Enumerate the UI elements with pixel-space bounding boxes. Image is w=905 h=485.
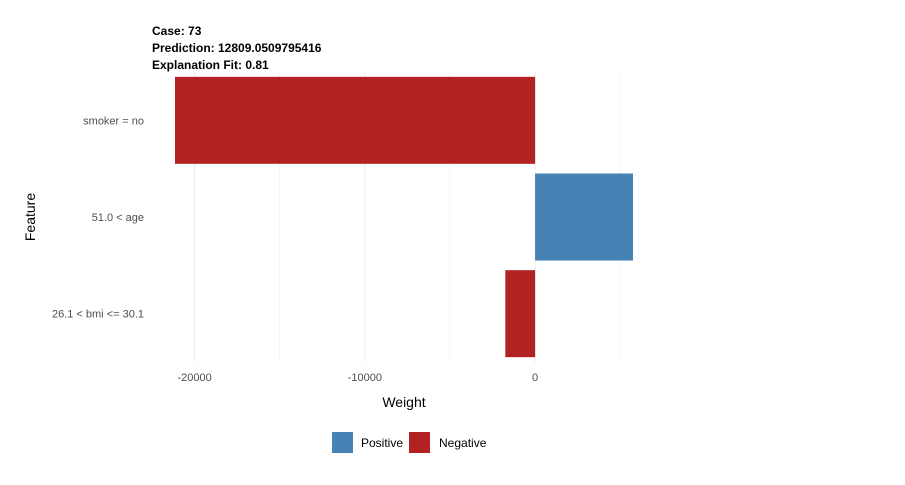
y-tick-label: 26.1 < bmi <= 30.1 [52,309,144,321]
x-axis-title: Weight [382,394,425,410]
legend: Positive Negative [332,432,487,453]
y-tick-label: smoker = no [83,115,144,127]
y-tick-label: 51.0 < age [92,212,144,224]
legend-label-negative: Negative [439,436,487,450]
legend-key-positive [332,432,353,453]
x-tick-label: -20000 [177,372,211,384]
x-tick-labels: -20000 -10000 0 [177,372,538,384]
bar-negative [505,270,536,358]
legend-key-negative [409,432,430,453]
case-label: Case: 73 [152,24,202,38]
prediction-label: Prediction: 12809.0509795416 [152,41,322,55]
explanation-fit-label: Explanation Fit: 0.81 [152,58,269,72]
bars [175,76,633,358]
bar-positive [535,173,633,261]
y-tick-labels: smoker = no 51.0 < age 26.1 < bmi <= 30.1 [52,115,144,320]
y-axis-title: Feature [22,193,38,241]
x-tick-label: -10000 [348,372,382,384]
bar-negative [175,76,536,164]
x-tick-label: 0 [532,372,538,384]
legend-label-positive: Positive [361,436,403,450]
